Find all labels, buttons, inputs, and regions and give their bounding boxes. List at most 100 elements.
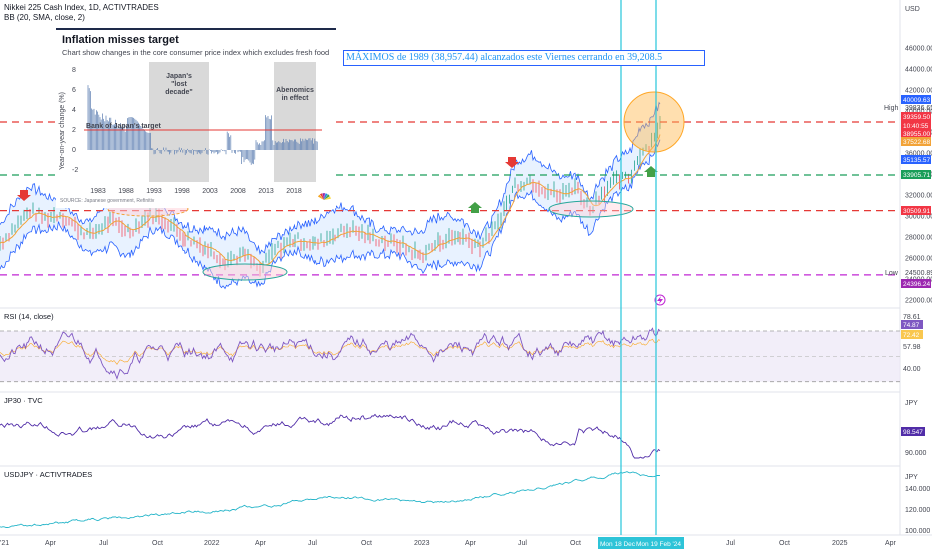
- x-highlight-1: Mon 18 Dec: [600, 541, 636, 548]
- y-axis-unit: USD: [905, 6, 920, 13]
- x-tick-label: Jul: [726, 540, 735, 547]
- x-highlight-2: Mon 19 Feb '24: [636, 541, 681, 548]
- inset-x-tick: 1988: [118, 188, 134, 195]
- logo-feather: [324, 196, 331, 200]
- price-badge: [901, 155, 931, 164]
- inset-x-tick: 1993: [146, 188, 162, 195]
- y-tick-label: 32000.00: [905, 193, 932, 200]
- axes: USD46000.0044000.0042000.0040000.0038000…: [0, 6, 932, 547]
- price-badge: [901, 112, 931, 121]
- price-badge: [901, 170, 931, 179]
- usdjpy-pane[interactable]: [0, 471, 661, 528]
- price-badge-value: 24396.24: [903, 281, 930, 288]
- price-badge-value: 33905.71: [903, 172, 930, 179]
- price-badge: [901, 129, 931, 138]
- inset-subtitle: Chart show changes in the core consumer …: [62, 48, 330, 57]
- bb-indicator-label[interactable]: BB (20, SMA, close, 2): [4, 13, 85, 22]
- lightning-icon: [657, 296, 663, 304]
- highlight-verticals: Mon 18 Dec Mon 19 Feb '24: [598, 0, 684, 549]
- buy-arrow-icon: [468, 202, 482, 213]
- x-tick-label: Oct: [570, 540, 581, 547]
- x-tick-label: '21: [0, 540, 9, 547]
- lost-decade-shade: [149, 62, 209, 182]
- inset-x-tick: 2003: [202, 188, 218, 195]
- y-tick-label: 36000.00: [905, 151, 932, 158]
- rsi-line: [0, 327, 661, 380]
- inset-x-tick: 1998: [174, 188, 190, 195]
- usdjpy-tick: 140.000: [905, 486, 930, 493]
- rsi-badge: [901, 320, 923, 329]
- y-tick-label: 26000.00: [905, 256, 932, 263]
- cnbc-logo-icon: [317, 193, 331, 200]
- buy-arrow-icon: [644, 166, 658, 177]
- usdjpy-line: [0, 471, 661, 528]
- inset-y-tick: 2: [72, 127, 76, 134]
- usdjpy-tick: 120.000: [905, 507, 930, 514]
- rsi-tick-label: 78.61: [903, 314, 921, 321]
- jp30-line: [0, 413, 661, 459]
- price-pane[interactable]: [0, 91, 900, 306]
- rsi-pane[interactable]: [0, 327, 900, 383]
- inset-y-tick: 6: [72, 87, 76, 94]
- low-label: Low: [885, 270, 899, 277]
- price-badge: [901, 121, 931, 130]
- highlight-circle: [623, 91, 685, 153]
- usdjpy-label[interactable]: USDJPY · ACTIVTRADES: [4, 470, 93, 479]
- inflation-inset: Inflation misses target Chart show chang…: [56, 28, 336, 208]
- inset-y-tick: 8: [72, 67, 76, 74]
- highs-annotation[interactable]: MÁXIMOS de 1989 (38,957.44) alcanzados e…: [343, 50, 705, 66]
- inset-source: SOURCE: Japanese government, Refinitiv: [60, 198, 155, 204]
- inset-y-label: Year-on-year change (%): [59, 92, 66, 170]
- sell-arrow-icon: [505, 157, 519, 168]
- price-badge-value: 30509.91: [903, 208, 930, 215]
- x-tick-label: Oct: [152, 540, 163, 547]
- price-badge-value: 39359.50: [903, 114, 930, 121]
- logo-feather: [317, 194, 324, 200]
- inset-y-tick: 0: [72, 147, 76, 154]
- highlight-ellipse-3: [548, 200, 634, 218]
- x-tick-label: Apr: [255, 540, 267, 547]
- x-tick-label: Apr: [465, 540, 477, 547]
- y-tick-label: 44000.00: [905, 67, 932, 74]
- highlight-ellipse-2: [202, 263, 288, 281]
- x-tick-label: 2023: [414, 540, 430, 547]
- symbol-title[interactable]: Nikkei 225 Cash Index, 1D, ACTIVTRADES: [4, 3, 159, 12]
- y-tick-label: 28000.00: [905, 235, 932, 242]
- inset-target-label: Bank of Japan's target: [86, 123, 161, 130]
- price-badge: [901, 279, 931, 288]
- price-badge-value: 10:40:55: [903, 123, 929, 130]
- jp30-label[interactable]: JP30 · TVC: [4, 396, 43, 405]
- logo-feather: [324, 193, 328, 200]
- y-tick-label: 42000.00: [905, 88, 932, 95]
- price-badge-value: 40009.63: [903, 97, 930, 104]
- x-tick-label: 2022: [204, 540, 220, 547]
- sell-arrow-icon: [17, 190, 31, 201]
- x-tick-label: 2025: [832, 540, 848, 547]
- logo-feather: [322, 193, 325, 200]
- logo-feather: [324, 194, 330, 200]
- x-tick-label: Jul: [518, 540, 527, 547]
- x-tick-label: Apr: [45, 540, 57, 547]
- price-badge: [901, 95, 931, 104]
- y-tick-label: 46000.00: [905, 46, 932, 53]
- y-tick-label: 30000.00: [905, 214, 932, 221]
- bb-fill: [0, 102, 660, 289]
- jp30-pane[interactable]: [0, 413, 661, 459]
- shade-label: decade": [165, 89, 192, 96]
- low-value: 24500.89: [905, 270, 932, 277]
- inset-y-tick: -2: [72, 167, 78, 174]
- shade-label: "lost: [171, 81, 187, 88]
- rsi-label[interactable]: RSI (14, close): [4, 312, 54, 321]
- high-value: 39836.65: [905, 105, 932, 112]
- x-tick-label: Oct: [779, 540, 790, 547]
- rsi-tick-label: 57.98: [903, 344, 921, 351]
- jp30-badge: [901, 427, 925, 436]
- usdjpy-tick: 100.000: [905, 528, 930, 535]
- rsi-ma-line: [0, 338, 661, 365]
- jp30-tick: 90.000: [905, 450, 927, 457]
- price-badge-value: 35135.57: [903, 157, 930, 164]
- price-badge: [901, 206, 931, 215]
- jp30-badge-value: 98.547: [903, 429, 923, 436]
- high-label: High: [884, 105, 899, 112]
